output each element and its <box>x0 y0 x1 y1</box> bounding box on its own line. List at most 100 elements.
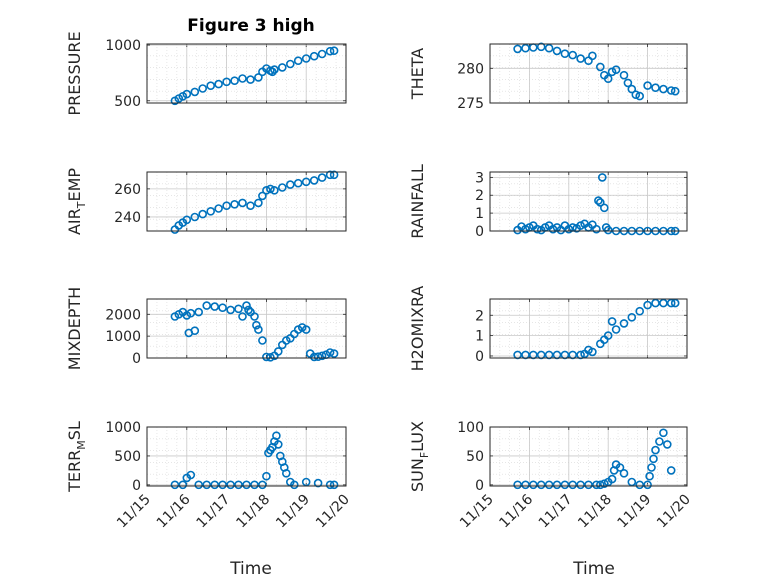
terr-msl-y-tick-label: 1000 <box>105 420 141 436</box>
air-temp-data-point <box>325 170 335 180</box>
mixdepth-data-point <box>250 312 259 321</box>
mixdepth-data-point <box>252 320 261 330</box>
terr-msl-data-point <box>186 470 196 480</box>
mixdepth-data-point <box>244 305 253 315</box>
subplot-rainfall: 0 1 2 3 RAINFALL <box>408 164 688 240</box>
sun-flux-data-point <box>528 480 538 490</box>
h2omixra-data-point <box>643 300 652 310</box>
mixdepth-data-point <box>218 303 227 313</box>
h2omixra-y-tick-label: 0 <box>475 349 484 365</box>
theta-y-tick-label: 280 <box>457 61 484 77</box>
h2omixra-plot-area <box>490 299 687 358</box>
air-temp-data-point <box>270 186 279 195</box>
terr-msl-data-point <box>250 480 259 490</box>
pressure-data-point <box>182 89 192 99</box>
mixdepth-data-point <box>242 301 251 310</box>
theta-axes-box <box>489 43 688 104</box>
h2omixra-y-axis-label: H2OMIXRA <box>408 286 427 372</box>
pressure-data-point <box>214 79 223 89</box>
pressure-data-point <box>325 46 335 56</box>
mixdepth-data-point <box>202 301 211 310</box>
rainfall-data-point <box>597 173 607 182</box>
sun-flux-axes-box <box>489 426 688 487</box>
air-temp-data-point <box>222 201 231 210</box>
sun-flux-data-point <box>651 445 660 455</box>
sun-flux-y-axis-label: SUNFLUX <box>408 421 431 492</box>
rainfall-data-point <box>576 221 585 230</box>
theta-data-point <box>521 43 530 53</box>
h2omixra-data-point <box>619 319 629 328</box>
mixdepth-y-axis-label: MIXDEPTH <box>65 287 84 370</box>
theta-data-point <box>659 84 668 94</box>
sun-flux-data-point <box>666 466 676 475</box>
terr-msl-data-point <box>178 480 188 490</box>
theta-plot-area <box>490 44 687 103</box>
terr-msl-plot-area <box>147 427 346 486</box>
mixdepth-y-tick-label: 2000 <box>105 307 141 323</box>
theta-data-point <box>595 62 605 72</box>
mixdepth-data-point <box>329 349 339 358</box>
pressure-y-axis-label: PRESSURE <box>65 31 84 115</box>
mixdepth-data-point <box>210 302 219 311</box>
pressure-data-point <box>238 74 247 83</box>
air-temp-y-axis-label: AIRTEMP <box>65 168 88 235</box>
theta-data-point <box>670 86 680 96</box>
h2omixra-data-point <box>588 347 597 357</box>
theta-data-point <box>611 65 621 74</box>
air-temp-data-point <box>258 191 267 201</box>
sun-flux-plot-area <box>490 427 687 486</box>
mixdepth-data-point <box>266 352 275 362</box>
sun-flux-data-point <box>655 437 664 446</box>
h2omixra-data-point <box>603 331 613 340</box>
mixdepth-data-point <box>258 336 267 345</box>
mixdepth-data-point <box>254 325 263 334</box>
sun-flux-data-point <box>552 480 562 490</box>
terr-msl-y-tick-label: 0 <box>132 478 141 494</box>
air-temp-data-point <box>254 198 263 208</box>
rainfall-data-point <box>592 224 601 234</box>
air-temp-data-point <box>246 201 255 210</box>
pressure-data-point <box>270 65 279 74</box>
mixdepth-data-point <box>273 347 283 356</box>
rainfall-axes-box <box>489 171 688 232</box>
sun-flux-data-point <box>536 480 546 490</box>
air-temp-y-tick-label: 260 <box>114 182 141 198</box>
theta-data-point <box>536 42 546 52</box>
pressure-data-point <box>277 63 287 72</box>
h2omixra-data-point <box>635 306 645 316</box>
terr-msl-y-tick-label: 500 <box>114 449 141 465</box>
theta-data-point <box>568 50 578 60</box>
pressure-data-point <box>317 49 327 59</box>
pressure-data-point <box>293 56 303 66</box>
figure-title: Figure 3 high <box>187 16 315 36</box>
mixdepth-axes-box <box>146 298 347 359</box>
h2omixra-data-point <box>670 298 680 308</box>
theta-data-point <box>576 54 585 63</box>
theta-y-tick-label: 275 <box>457 96 484 112</box>
air-temp-data-point <box>285 180 295 189</box>
subplot-pressure: 500 1000 PRESSURE <box>65 31 347 116</box>
rainfall-data-point <box>599 203 609 213</box>
pressure-data-point <box>222 77 231 87</box>
theta-data-point <box>666 86 676 95</box>
terr-msl-data-point <box>272 431 281 441</box>
mixdepth-data-point <box>190 326 200 336</box>
terr-msl-y-axis-label: TERRMSL <box>65 421 88 493</box>
mixdepth-data-point <box>301 325 311 334</box>
rainfall-y-tick-label: 0 <box>475 224 484 240</box>
sun-flux-data-point <box>544 480 554 490</box>
theta-data-point <box>552 46 562 56</box>
pressure-data-point <box>309 51 319 61</box>
air-temp-data-point <box>317 173 327 182</box>
sun-flux-data-point <box>649 454 658 464</box>
mixdepth-data-point <box>325 348 335 357</box>
theta-data-point <box>627 84 637 94</box>
sun-flux-data-point <box>576 480 585 490</box>
terr-msl-data-point <box>262 471 271 481</box>
air-temp-data-point <box>329 170 339 180</box>
air-temp-y-tick-label: 240 <box>114 210 141 226</box>
rainfall-y-tick-label: 2 <box>475 188 484 204</box>
pressure-y-tick-label: 1000 <box>105 38 141 54</box>
air-temp-data-point <box>230 200 239 209</box>
